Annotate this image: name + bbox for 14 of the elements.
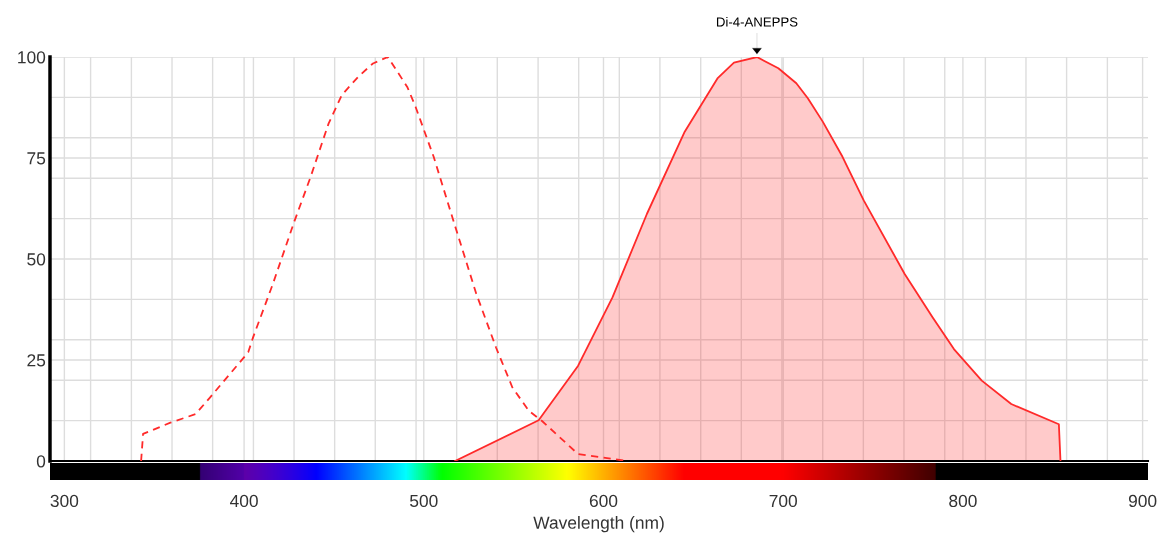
x-tick-label: 900 (1128, 494, 1157, 508)
x-tick-label: 700 (769, 494, 797, 508)
y-tick-label: 75 (27, 152, 46, 165)
x-tick-label: 300 (50, 494, 79, 508)
x-axis-title: Wavelength (nm) (533, 516, 664, 533)
y-tick-label: 0 (36, 455, 46, 468)
y-tick-label: 100 (18, 51, 46, 64)
annotation: Di-4-ANEPPS (716, 16, 798, 27)
x-tick-label: 400 (230, 494, 258, 508)
y-tick-label: 50 (27, 253, 46, 266)
x-tick-label: 500 (410, 494, 438, 508)
y-tick-label: 25 (27, 354, 46, 367)
x-tick-label: 800 (949, 494, 977, 508)
x-tick-label: 600 (589, 494, 618, 508)
